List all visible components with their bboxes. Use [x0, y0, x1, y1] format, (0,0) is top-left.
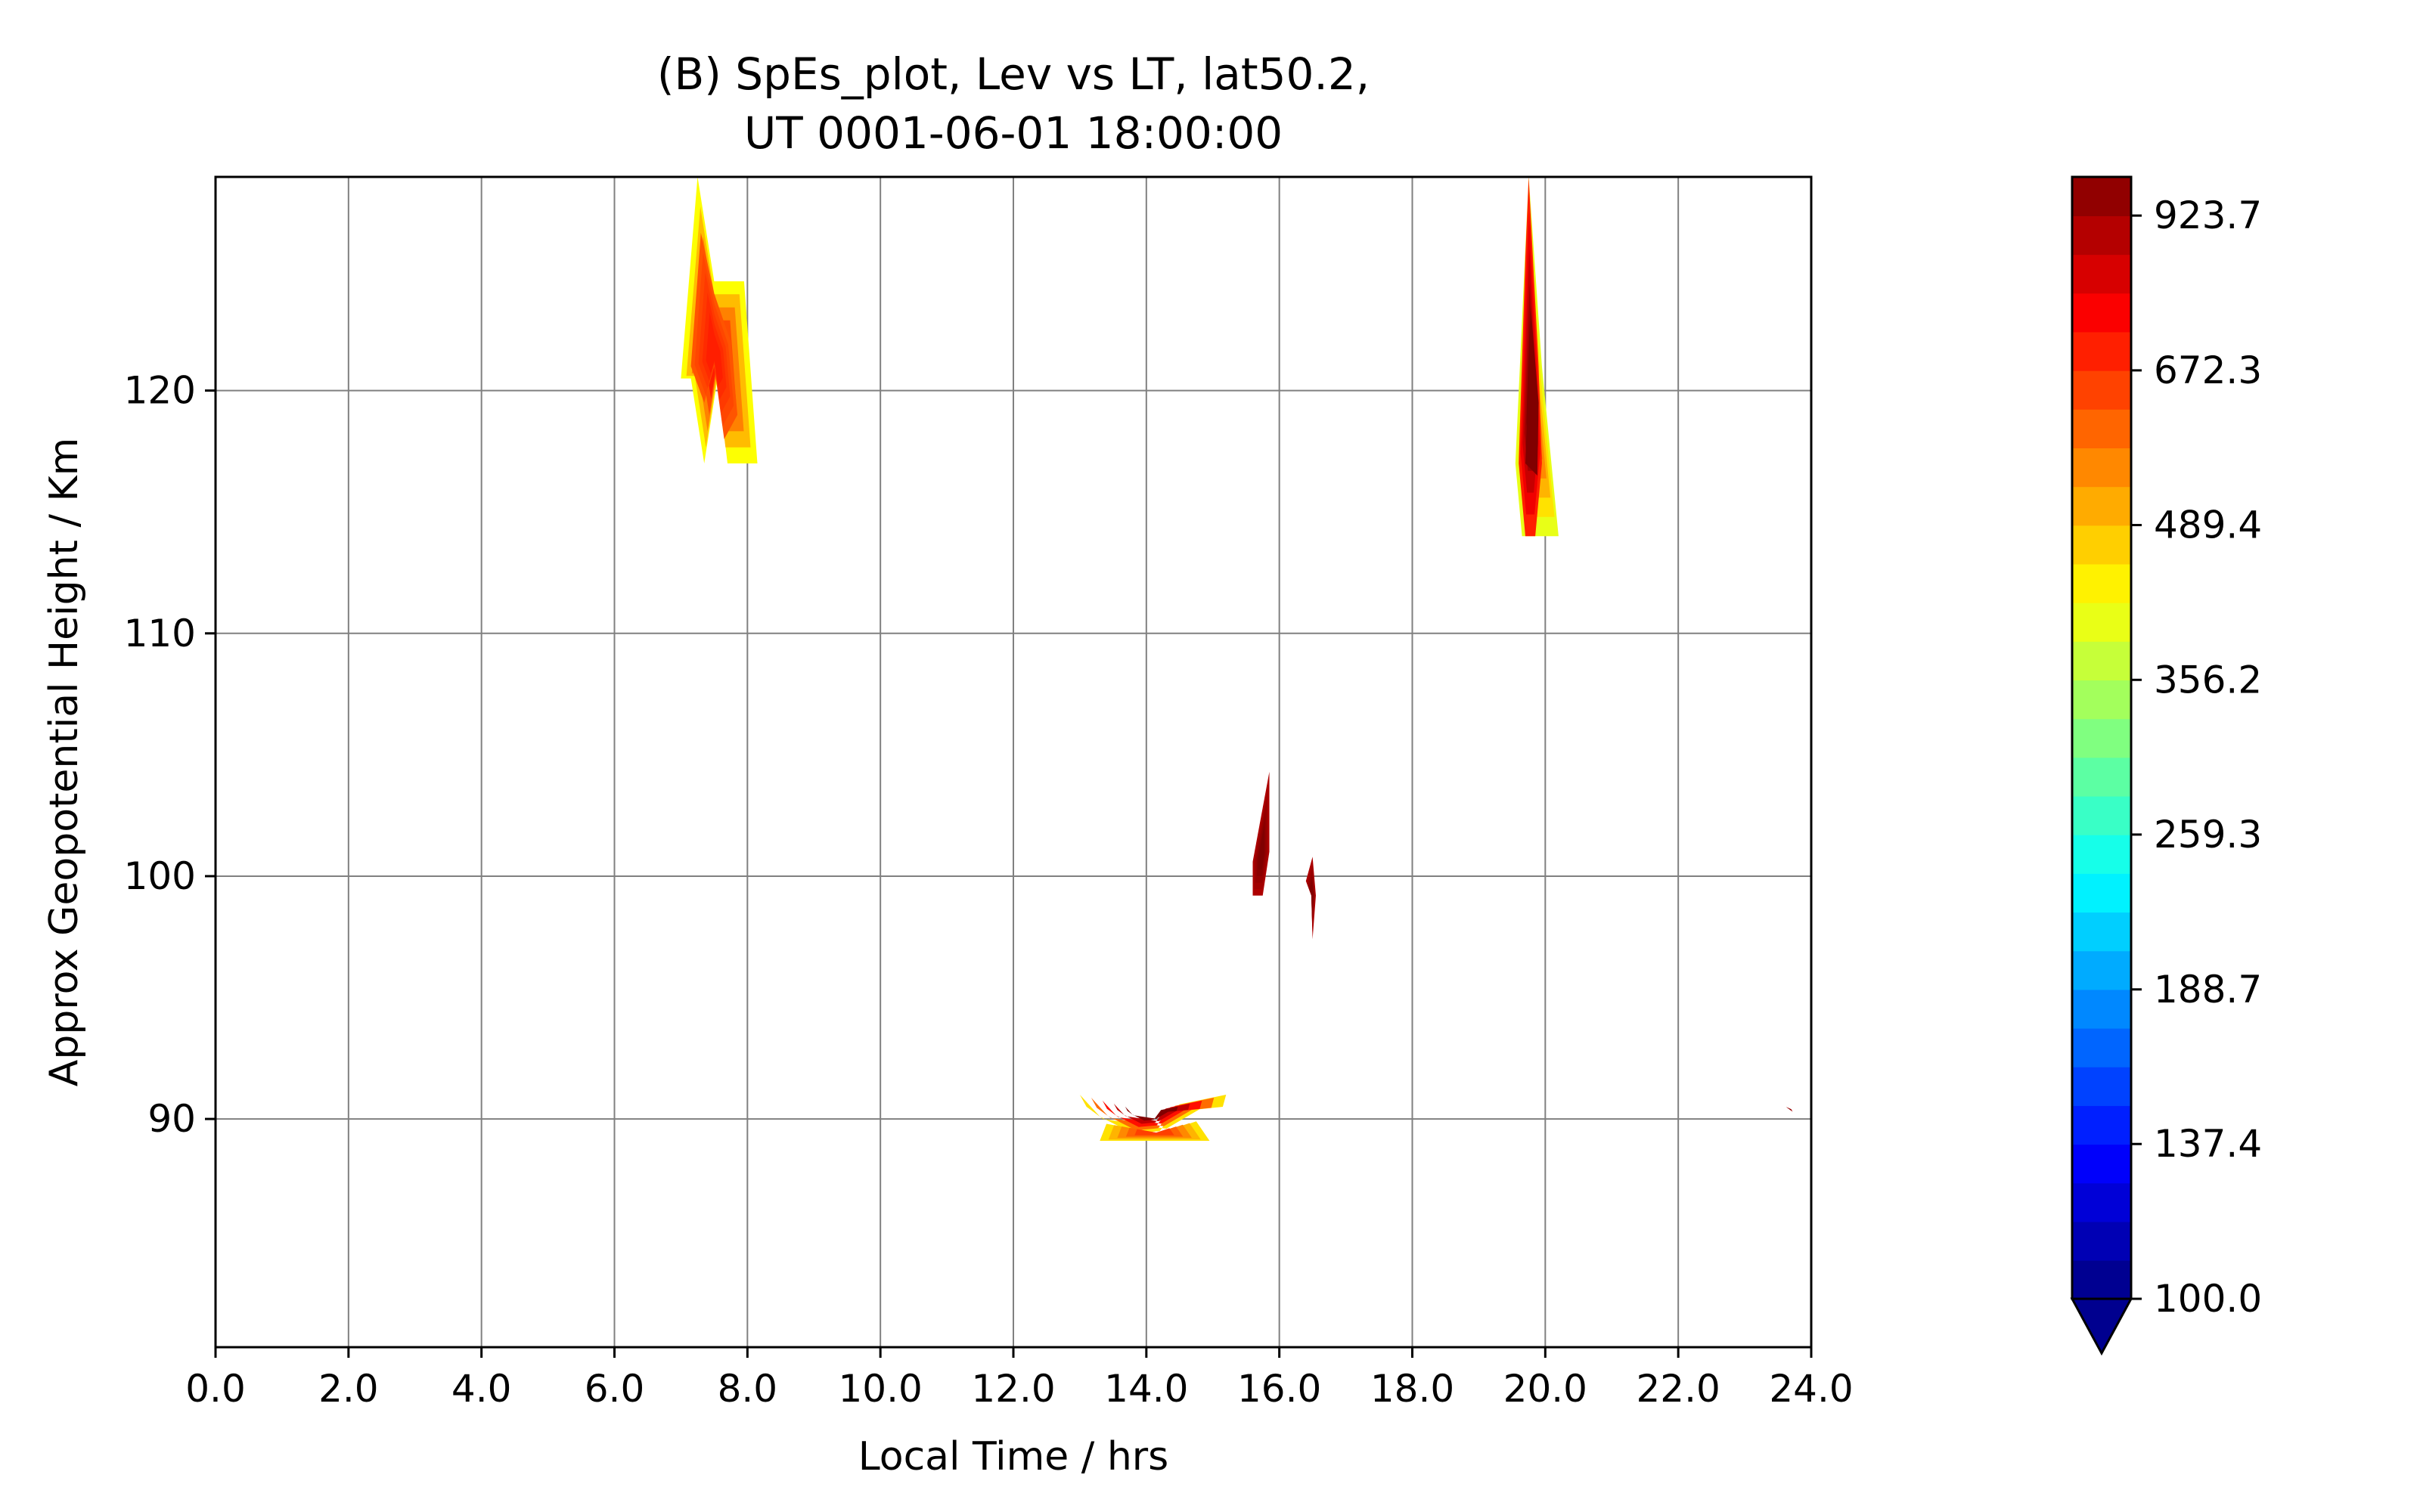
colorbar-tick-label: 188.7 — [2154, 968, 2262, 1012]
colorbar-band — [2072, 331, 2131, 371]
colorbar-band — [2072, 563, 2131, 603]
far-right-dot-level — [1786, 1107, 1793, 1112]
colorbar-band — [2072, 912, 2131, 952]
colorbar-band — [2072, 293, 2131, 333]
colorbar-band — [2072, 486, 2131, 526]
colorbar-tick-label: 489.4 — [2154, 503, 2262, 547]
x-tick-label: 24.0 — [1769, 1367, 1853, 1411]
dusk-ring-hole — [1525, 305, 1539, 476]
upper-spike — [1252, 771, 1270, 896]
colorbar-band — [2072, 757, 2131, 797]
y-axis-ticks: 90 100 110 120 — [124, 369, 216, 1141]
small-spike — [1305, 857, 1316, 940]
colorbar-band — [2072, 1105, 2131, 1145]
small-spike-level — [1308, 874, 1314, 918]
colorbar-tick-label: 100.0 — [2154, 1277, 2262, 1321]
colorbar-band — [2072, 950, 2131, 990]
colorbar-tick-label: 356.2 — [2154, 658, 2262, 702]
x-tick-label: 18.0 — [1370, 1367, 1454, 1411]
colorbar-band — [2072, 1259, 2131, 1300]
x-tick-label: 8.0 — [718, 1367, 778, 1411]
colorbar-tick-label: 137.4 — [2154, 1122, 2262, 1166]
x-tick-label: 22.0 — [1637, 1367, 1720, 1411]
colorbar-band — [2072, 370, 2131, 410]
contour-regions — [681, 177, 1793, 1141]
colorbar-tick-label: 259.3 — [2154, 813, 2262, 857]
x-tick-label: 4.0 — [451, 1367, 512, 1411]
chart-title-line-2: UT 0001-06-01 18:00:00 — [744, 107, 1283, 159]
colorbar-band — [2072, 525, 2131, 565]
y-tick-label: 110 — [124, 612, 196, 655]
x-tick-label: 0.0 — [185, 1367, 246, 1411]
colorbar-frame — [2071, 175, 2133, 1300]
x-tick-label: 14.0 — [1104, 1367, 1188, 1411]
colorbar-band — [2072, 177, 2131, 216]
colorbar-band — [2072, 834, 2131, 874]
colorbar-band — [2072, 1182, 2131, 1222]
colorbar-band — [2072, 641, 2131, 681]
colorbar-tick-label: 672.3 — [2154, 349, 2262, 392]
x-tick-label: 2.0 — [318, 1367, 379, 1411]
lower-band — [1079, 1095, 1227, 1134]
grid-lines — [216, 177, 1811, 1347]
dawn-patch-core — [690, 232, 738, 439]
upper-spike-level — [1258, 825, 1264, 870]
colorbar-band — [2072, 602, 2131, 642]
colorbar-band — [2072, 1221, 2131, 1261]
lower-band-level — [1125, 1106, 1178, 1121]
colorbar-band — [2072, 1066, 2131, 1106]
colorbar-band — [2072, 448, 2131, 488]
far-right-dot-level — [1789, 1108, 1792, 1111]
dawn-patch-core-level — [706, 312, 723, 387]
far-right-dot — [1786, 1107, 1793, 1112]
y-tick-label: 120 — [124, 369, 196, 413]
x-axis-label: Local Time / hrs — [858, 1434, 1169, 1479]
colorbar-band — [2072, 215, 2131, 256]
dusk-ring-hole-level — [1530, 373, 1535, 435]
chart-title-line-1: (B) SpEs_plot, Lev vs LT, lat50.2, — [657, 48, 1370, 100]
far-right-dot-level — [1787, 1108, 1792, 1111]
colorbar-band — [2072, 680, 2131, 720]
x-axis-ticks: 0.0 2.0 4.0 6.0 8.0 10.0 12.0 14.0 16.0 18.0 20.0 2… — [185, 1347, 1854, 1411]
colorbar-band — [2072, 254, 2131, 294]
far-right-dot-level — [1788, 1108, 1792, 1111]
colorbar-band — [2072, 989, 2131, 1029]
lower-band-fringe-level — [1134, 1128, 1174, 1136]
colorbar-band — [2072, 409, 2131, 449]
x-tick-label: 6.0 — [585, 1367, 645, 1411]
x-tick-label: 10.0 — [839, 1367, 923, 1411]
small-spike-level — [1308, 868, 1315, 925]
far-right-dot-level — [1786, 1107, 1792, 1111]
lower-band-fringe — [1100, 1121, 1210, 1141]
colorbar-band — [2072, 1027, 2131, 1067]
y-tick-label: 90 — [147, 1097, 196, 1141]
x-tick-label: 12.0 — [971, 1367, 1055, 1411]
colorbar: 100.0 137.4 188.7 259.3 356.2 489.4 672.3 923.7 — [2070, 175, 2262, 1356]
y-axis-label: Approx Geopotential Height / Km — [42, 438, 87, 1087]
x-tick-label: 20.0 — [1503, 1367, 1587, 1411]
colorbar-band — [2072, 718, 2131, 758]
x-tick-label: 16.0 — [1237, 1367, 1321, 1411]
colorbar-band — [2072, 795, 2131, 835]
y-tick-label: 100 — [124, 854, 196, 898]
colorbar-band — [2072, 1144, 2131, 1184]
colorbar-tick-label: 923.7 — [2154, 194, 2262, 237]
small-spike-level — [1309, 880, 1314, 910]
colorbar-band — [2072, 873, 2131, 913]
